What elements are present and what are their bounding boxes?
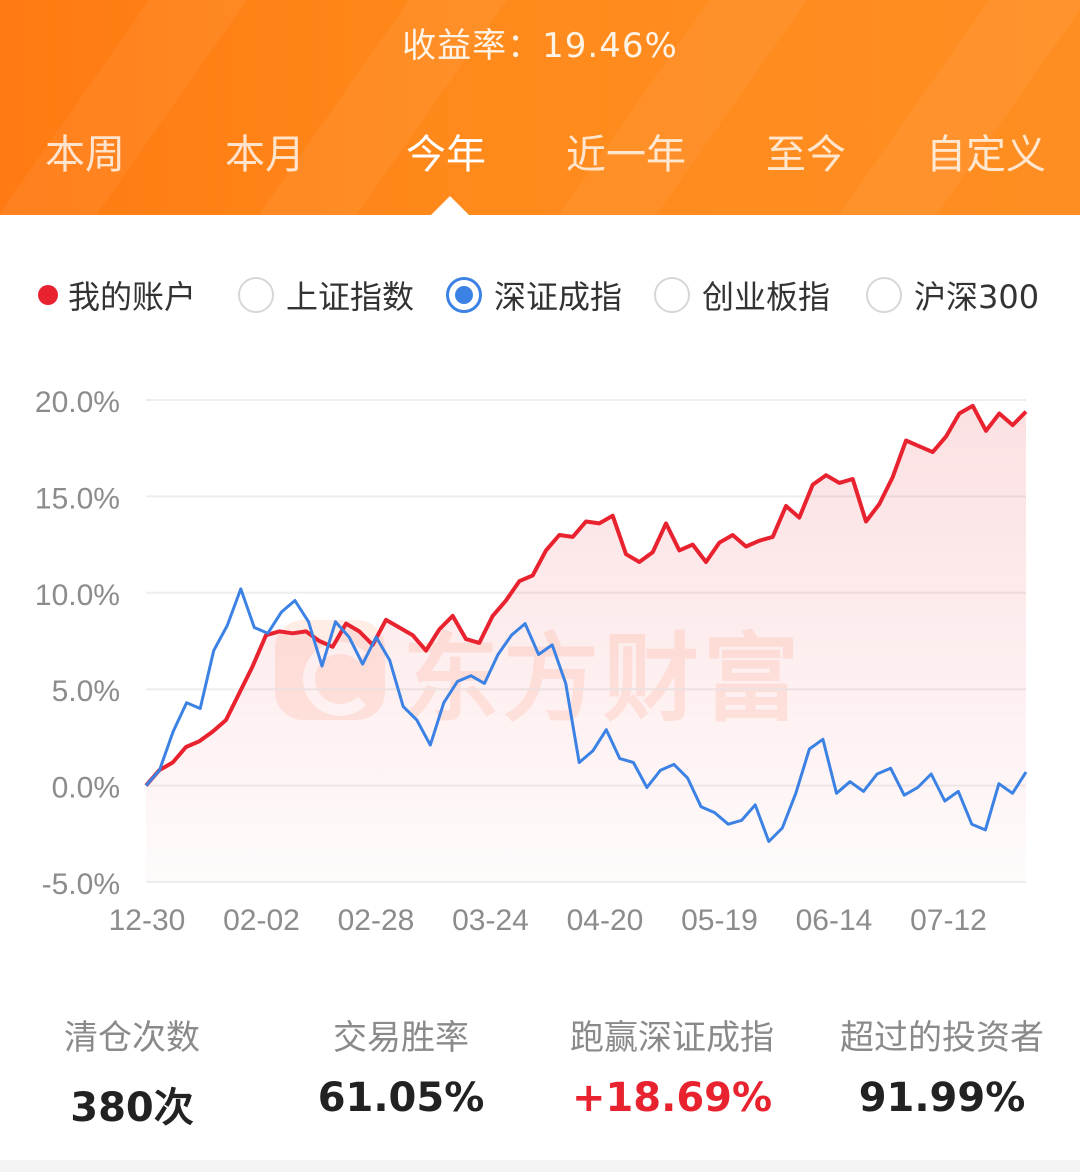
legend-my-account[interactable]: 我的账户 bbox=[38, 270, 196, 320]
tab-to-date[interactable]: 至今 bbox=[766, 132, 846, 178]
y-tick-label: 5.0% bbox=[52, 675, 120, 708]
x-tick-label: 06-14 bbox=[796, 904, 873, 937]
series-line-my-account bbox=[144, 403, 1028, 787]
legend-chinext[interactable]: 创业板指 bbox=[654, 270, 830, 320]
stat-value: +18.69% bbox=[571, 1075, 773, 1121]
tab-this-week[interactable]: 本周 bbox=[45, 132, 125, 178]
active-tab-indicator bbox=[430, 196, 470, 216]
x-tick-label: 07-12 bbox=[910, 904, 987, 937]
x-tick-label: 05-19 bbox=[681, 904, 758, 937]
stat-beat-investors: 超过的投资者 91.99% bbox=[807, 1010, 1077, 1121]
y-tick-label: 15.0% bbox=[35, 482, 120, 515]
y-axis-ticks: 20.0% 15.0% 10.0% 5.0% 0.0% -5.0% bbox=[35, 386, 120, 901]
legend-szse-component[interactable]: 深证成指 bbox=[446, 270, 622, 320]
series-line-szse-component bbox=[144, 587, 1028, 843]
stat-clear-count: 清仓次数 380次 bbox=[0, 1010, 267, 1133]
x-tick-label: 03-24 bbox=[452, 904, 529, 937]
stat-label: 超过的投资者 bbox=[840, 1018, 1044, 1058]
bottom-divider bbox=[0, 1160, 1080, 1172]
x-tick-label: 12-30 bbox=[109, 904, 186, 937]
y-tick-label: 10.0% bbox=[35, 579, 120, 612]
header-banner: 收益率：19.46% 本周 本月 今年 近一年 至今 自定义 bbox=[0, 0, 1080, 215]
legend-label: 我的账户 bbox=[68, 278, 197, 316]
legend-label: 上证指数 bbox=[286, 278, 415, 316]
chart-legend: 我的账户 上证指数 深证成指 创业板指 沪深300 bbox=[0, 270, 1080, 320]
stat-value: 91.99% bbox=[858, 1075, 1026, 1121]
legend-sse-index[interactable]: 上证指数 bbox=[238, 270, 414, 320]
x-tick-label: 02-28 bbox=[338, 904, 415, 937]
tab-this-year[interactable]: 今年 bbox=[406, 132, 486, 178]
radio-unchecked-icon[interactable] bbox=[866, 277, 902, 313]
radio-unchecked-icon[interactable] bbox=[238, 277, 274, 313]
x-tick-label: 04-20 bbox=[567, 904, 644, 937]
legend-csi300[interactable]: 沪深300 bbox=[866, 270, 1039, 320]
y-tick-label: 0.0% bbox=[52, 772, 120, 805]
y-tick-label: -5.0% bbox=[42, 868, 120, 901]
stat-label: 交易胜率 bbox=[333, 1018, 469, 1058]
stat-win-rate: 交易胜率 61.05% bbox=[266, 1010, 536, 1121]
radio-checked-icon[interactable] bbox=[446, 277, 482, 313]
y-tick-label: 20.0% bbox=[35, 386, 120, 419]
stat-value: 380次 bbox=[70, 1085, 194, 1131]
stat-label: 跑赢深证成指 bbox=[570, 1018, 774, 1058]
legend-label: 创业板指 bbox=[702, 278, 831, 316]
tab-custom[interactable]: 自定义 bbox=[926, 132, 1046, 178]
radio-unchecked-icon[interactable] bbox=[654, 277, 690, 313]
chart-lines bbox=[144, 403, 1028, 843]
red-dot-marker bbox=[38, 285, 58, 305]
summary-stats: 清仓次数 380次 交易胜率 61.05% 跑赢深证成指 +18.69% 超过的… bbox=[0, 1010, 1080, 1131]
x-axis-ticks: 12-30 02-02 02-28 03-24 04-20 05-19 06-14 07-12 bbox=[109, 904, 987, 937]
x-tick-label: 02-02 bbox=[223, 904, 300, 937]
stat-value: 61.05% bbox=[317, 1075, 485, 1121]
stat-label: 清仓次数 bbox=[64, 1018, 200, 1058]
legend-label: 沪深300 bbox=[914, 278, 1040, 316]
yield-rate: 收益率：19.46% bbox=[402, 26, 678, 66]
period-tabs: 本周 本月 今年 近一年 至今 自定义 bbox=[0, 122, 1080, 182]
stat-outperform: 跑赢深证成指 +18.69% bbox=[537, 1010, 807, 1121]
tab-this-month[interactable]: 本月 bbox=[225, 132, 305, 178]
return-line-chart: 20.0% 15.0% 10.0% 5.0% 0.0% -5.0% 12-30 02-02 0… bbox=[35, 386, 1028, 937]
legend-label: 深证成指 bbox=[494, 278, 623, 316]
tab-last-year[interactable]: 近一年 bbox=[566, 132, 686, 178]
